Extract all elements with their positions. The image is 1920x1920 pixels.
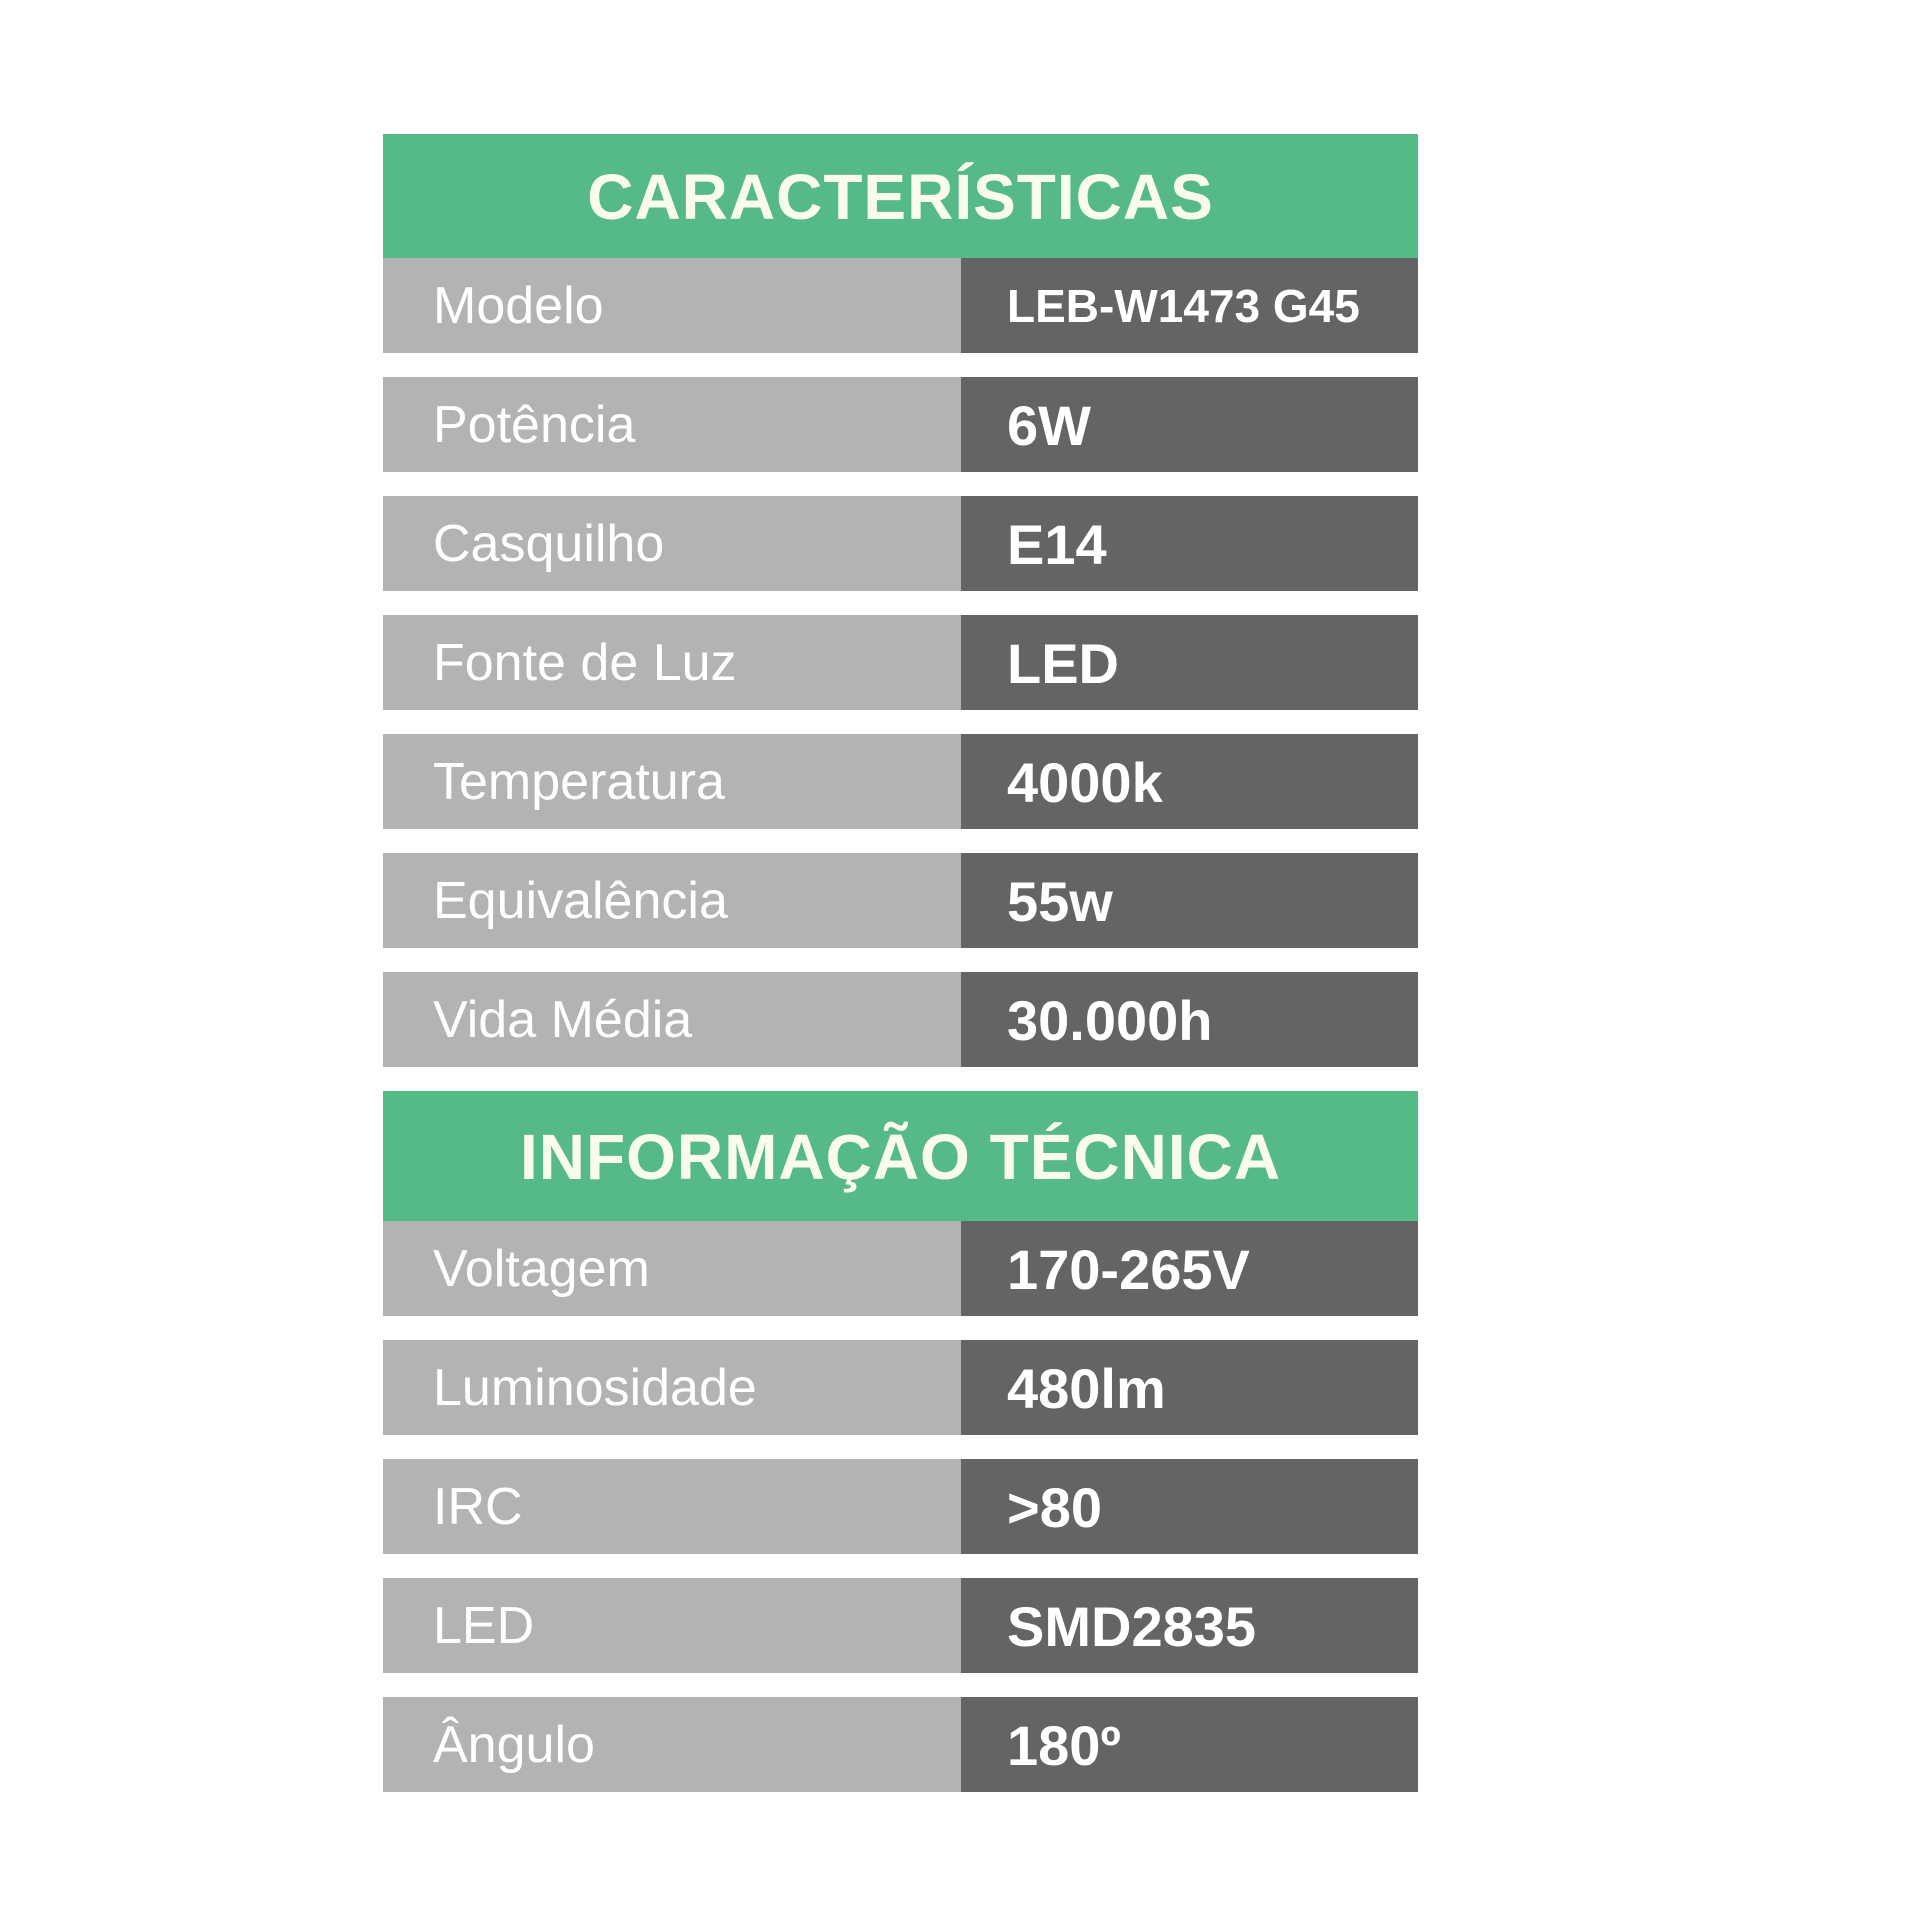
table-row: Casquilho E14: [383, 496, 1418, 591]
spec-label: Vida Média: [383, 972, 961, 1067]
spec-label: Fonte de Luz: [383, 615, 961, 710]
table-row: IRC >80: [383, 1459, 1418, 1554]
spec-value: E14: [961, 496, 1418, 591]
spec-value: SMD2835: [961, 1578, 1418, 1673]
table-row: LED SMD2835: [383, 1578, 1418, 1673]
table-row: Fonte de Luz LED: [383, 615, 1418, 710]
spec-value: LED: [961, 615, 1418, 710]
spec-value: 180º: [961, 1697, 1418, 1792]
table-row: Equivalência 55w: [383, 853, 1418, 948]
spec-label: Equivalência: [383, 853, 961, 948]
spec-label: LED: [383, 1578, 961, 1673]
spec-label: Luminosidade: [383, 1340, 961, 1435]
spec-value: 170-265V: [961, 1221, 1418, 1316]
spec-value: >80: [961, 1459, 1418, 1554]
table-row: Potência 6W: [383, 377, 1418, 472]
section-caracteristicas: CARACTERÍSTICAS Modelo LEB-W1473 G45 Pot…: [383, 134, 1418, 1067]
table-row: Modelo LEB-W1473 G45: [383, 258, 1418, 353]
spec-label: Casquilho: [383, 496, 961, 591]
section-title: CARACTERÍSTICAS: [383, 134, 1418, 258]
spec-value: 30.000h: [961, 972, 1418, 1067]
spec-table: CARACTERÍSTICAS Modelo LEB-W1473 G45 Pot…: [383, 134, 1418, 1792]
section-title: INFORMAÇÃO TÉCNICA: [383, 1091, 1418, 1221]
table-row: Vida Média 30.000h: [383, 972, 1418, 1067]
spec-label: Potência: [383, 377, 961, 472]
spec-label: IRC: [383, 1459, 961, 1554]
spec-label: Voltagem: [383, 1221, 961, 1316]
table-row: Luminosidade 480lm: [383, 1340, 1418, 1435]
spec-value: 55w: [961, 853, 1418, 948]
section-informacao-tecnica: INFORMAÇÃO TÉCNICA Voltagem 170-265V Lum…: [383, 1091, 1418, 1792]
spec-value: 480lm: [961, 1340, 1418, 1435]
spec-value: 6W: [961, 377, 1418, 472]
spec-value: LEB-W1473 G45: [961, 258, 1418, 353]
spec-label: Ângulo: [383, 1697, 961, 1792]
spec-label: Modelo: [383, 258, 961, 353]
table-row: Temperatura 4000k: [383, 734, 1418, 829]
spec-label: Temperatura: [383, 734, 961, 829]
table-row: Ângulo 180º: [383, 1697, 1418, 1792]
table-row: Voltagem 170-265V: [383, 1221, 1418, 1316]
spec-value: 4000k: [961, 734, 1418, 829]
